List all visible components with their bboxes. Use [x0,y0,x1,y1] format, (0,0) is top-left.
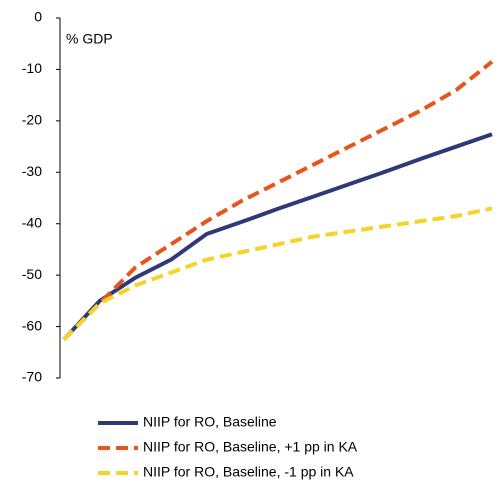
series-line [62,60,494,341]
legend-label: NIIP for RO, Baseline, +1 pp in KA [143,439,358,455]
legend-label: NIIP for RO, Baseline [143,414,277,430]
y-tick-label: -30 [22,163,42,179]
y-tick-label: -70 [22,369,42,385]
annotation: % GDP [66,31,113,47]
y-tick-label: -10 [22,60,42,76]
y-tick-label: -40 [22,214,42,230]
y-tick-label: -20 [22,112,42,128]
y-tick-label: 0 [34,9,42,25]
series-line [62,206,493,341]
y-tick-label: -50 [22,266,42,282]
legend-label: NIIP for RO, Baseline, -1 pp in KA [143,464,354,480]
series-line [62,132,493,341]
y-tick-label: -60 [22,317,42,333]
